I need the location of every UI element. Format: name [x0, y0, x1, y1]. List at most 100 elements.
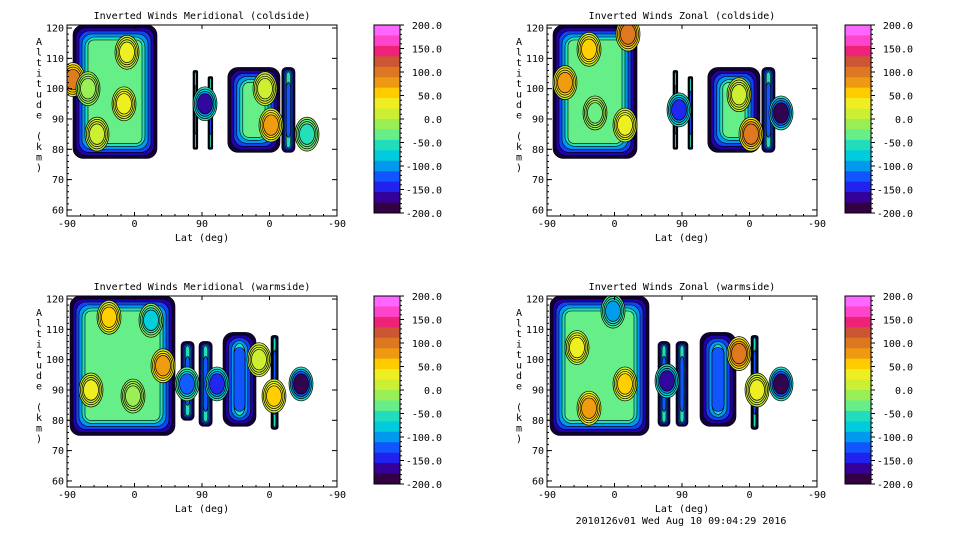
y-tick-label: 70	[52, 175, 64, 186]
x-tick-label: 90	[676, 219, 688, 230]
colorbar-tick-label: -200.0	[406, 480, 442, 491]
colorbar-swatch	[374, 348, 400, 360]
colorbar-tick-label: 100.0	[412, 68, 442, 79]
data-blob-4-ring-1	[83, 379, 99, 401]
data-blob-5-ring-1	[659, 370, 675, 392]
colorbar-tick-label: -150.0	[406, 457, 442, 468]
colorbar-tick-label: -200.0	[406, 209, 442, 220]
y-tick-label: 110	[526, 54, 544, 65]
chart-panel-1: Inverted Winds Meridional (coldside) -90 0…	[36, 11, 442, 244]
colorbar-swatch	[374, 45, 400, 57]
region-5-core	[285, 82, 291, 138]
data-blob-6-ring-1	[197, 93, 213, 115]
colorbar-tick-label: -150.0	[877, 186, 913, 197]
colorbar-tick-label: 50.0	[889, 363, 913, 374]
colorbar-tick-label: -200.0	[877, 480, 913, 491]
colorbar-swatch	[374, 77, 400, 89]
colorbar-tick-label: -50.0	[412, 139, 442, 150]
colorbar-swatch	[374, 160, 400, 172]
colorbar-swatch	[374, 400, 400, 412]
colorbar-swatch	[374, 98, 400, 110]
y-tick-label: 100	[46, 355, 64, 366]
colorbar-swatch	[845, 463, 871, 475]
colorbar-tick-label: -200.0	[877, 209, 913, 220]
colorbar-tick-label: 150.0	[883, 316, 913, 327]
data-blob-1-ring-1	[101, 306, 117, 328]
colorbar-swatch	[845, 171, 871, 183]
y-tick-label: 90	[532, 385, 544, 396]
colorbar-swatch	[374, 296, 400, 307]
x-axis-label: Lat (deg)	[655, 233, 709, 244]
y-tick-label: 110	[526, 325, 544, 336]
x-tick-label: 0	[266, 490, 272, 501]
data-blob-3-ring-1	[116, 93, 132, 115]
colorbar-tick-label: 100.0	[883, 68, 913, 79]
chart-panel-3: Inverted Winds Meridional (warmside) -90 0…	[36, 282, 442, 515]
contour-field	[69, 296, 314, 436]
colorbar-swatch	[374, 66, 400, 78]
data-blob-4-ring-1	[605, 300, 621, 322]
colorbar-swatch	[374, 181, 400, 193]
colorbar-swatch	[374, 358, 400, 370]
data-blob-5-ring-1	[125, 385, 141, 407]
colorbar-swatch	[374, 171, 400, 183]
x-tick-label: -90	[58, 490, 76, 501]
x-tick-label: -90	[58, 219, 76, 230]
colorbar-swatch	[374, 390, 400, 401]
colorbar-swatch	[374, 87, 400, 99]
y-tick-label: 60	[52, 476, 64, 487]
region-3-core	[679, 356, 685, 412]
colorbar-swatch	[845, 348, 871, 360]
data-blob-10-ring-1	[293, 373, 309, 395]
y-tick-label: 120	[526, 24, 544, 35]
colorbar-swatch	[374, 369, 400, 381]
colorbar-swatch	[374, 431, 400, 443]
y-tick-label: 60	[532, 476, 544, 487]
colorbar-swatch	[374, 327, 400, 339]
region-4-core	[711, 347, 725, 412]
data-blob-4-ring-1	[119, 41, 135, 63]
colorbar-tick-label: -50.0	[883, 139, 913, 150]
colorbar-swatch	[845, 45, 871, 57]
colorbar-swatch	[845, 25, 871, 36]
data-blob-5-ring-1	[587, 102, 603, 124]
y-tick-label: 120	[46, 24, 64, 35]
colorbar-swatch	[374, 410, 400, 422]
data-blob-8-ring-1	[731, 84, 747, 106]
colorbar: 200.0 150.0 100.0 50.0 0.0 -50.0 -100.0 -150.0 -…	[373, 21, 442, 220]
colorbar-swatch	[374, 316, 400, 328]
data-blob-1-ring-1	[581, 397, 597, 419]
colorbar-swatch	[845, 337, 871, 349]
colorbar-tick-label: -50.0	[883, 410, 913, 421]
colorbar-swatch	[374, 421, 400, 433]
y-tick-label: 80	[52, 145, 64, 156]
region-4-core	[233, 347, 246, 412]
colorbar-tick-label: 100.0	[412, 339, 442, 350]
contour-field	[552, 25, 794, 159]
colorbar-swatch	[845, 98, 871, 110]
colorbar-swatch	[845, 369, 871, 381]
y-tick-label: 70	[532, 175, 544, 186]
x-tick-label: 90	[196, 490, 208, 501]
y-tick-label: 70	[532, 446, 544, 457]
colorbar-swatch	[374, 108, 400, 120]
x-axis-label: Lat (deg)	[175, 233, 229, 244]
data-blob-9-ring-1	[266, 385, 282, 407]
x-tick-label: 90	[676, 490, 688, 501]
data-blob-4-ring-1	[617, 114, 633, 136]
colorbar-tick-label: 0.0	[424, 115, 442, 126]
chart-panel-4: Inverted Winds Zonal (warmside) -90 0 90 0 -9…	[516, 282, 913, 515]
colorbar-tick-label: -100.0	[877, 433, 913, 444]
data-blob-9-ring-1	[299, 123, 315, 145]
chart-title: Inverted Winds Meridional (coldside)	[94, 11, 311, 22]
colorbar-swatch	[845, 139, 871, 151]
colorbar-swatch	[845, 66, 871, 78]
colorbar-swatch	[845, 87, 871, 99]
chart-title: Inverted Winds Meridional (warmside)	[94, 282, 311, 293]
colorbar-tick-label: -150.0	[877, 457, 913, 468]
colorbar-tick-label: 100.0	[883, 339, 913, 350]
footer-stamp: 2010126v01 Wed Aug 10 09:04:29 2016	[576, 516, 787, 527]
